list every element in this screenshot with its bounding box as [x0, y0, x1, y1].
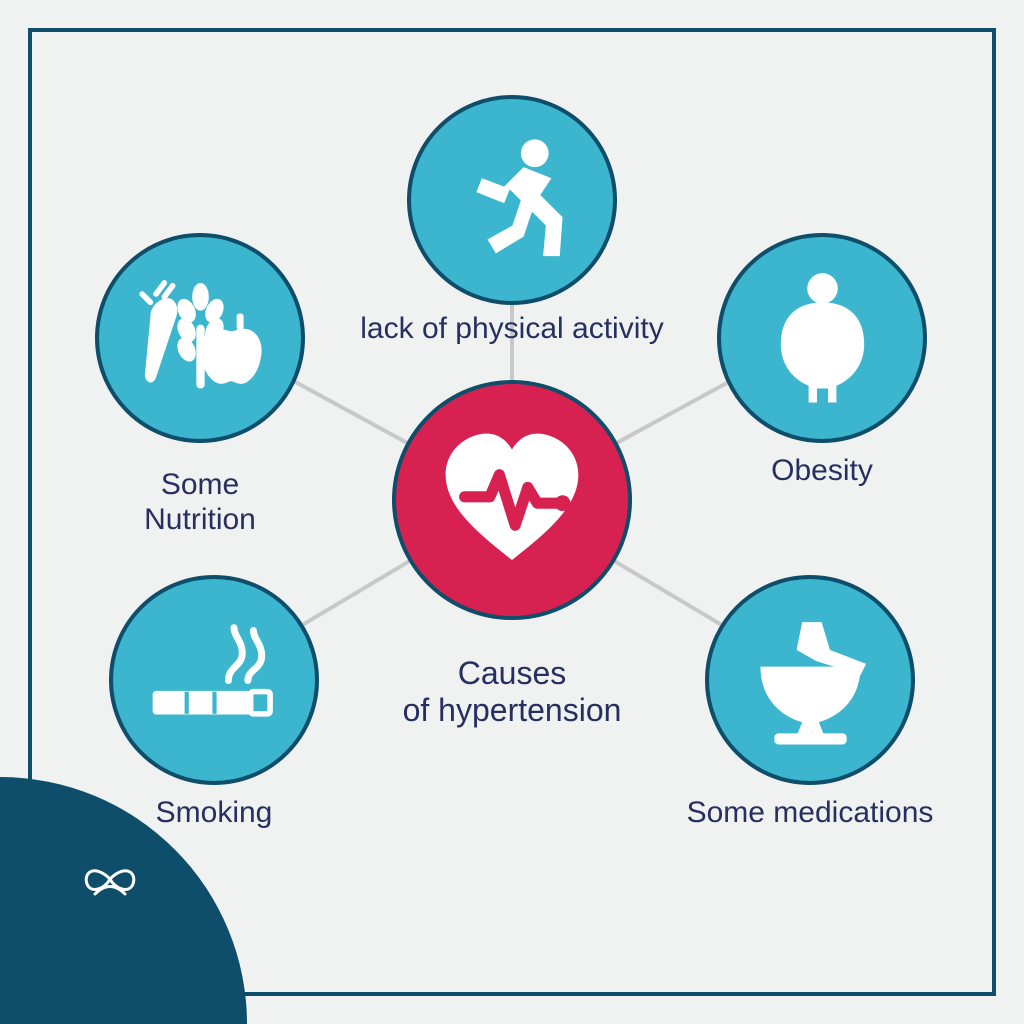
brand-leaf-icon: [75, 854, 145, 904]
cause-node-n-bottomleft: [109, 575, 319, 785]
mortar-icon: [741, 611, 880, 750]
cause-label: lack of physical activity: [312, 312, 712, 347]
cause-label: Obesity: [622, 454, 1022, 489]
center-label: Causes of hypertension: [312, 655, 712, 729]
obesity-icon: [753, 269, 892, 408]
nutrition-icon: [131, 269, 270, 408]
cause-label: Some medications: [610, 796, 1010, 831]
cause-label: Smoking: [14, 796, 414, 831]
cause-node-n-topleft: [95, 233, 305, 443]
cause-node-n-topright: [717, 233, 927, 443]
running-icon: [443, 131, 582, 270]
cause-node-n-top: [407, 95, 617, 305]
infographic-canvas: bimaristan بيمـارستــان lack of physical…: [0, 0, 1024, 1024]
cause-node-n-bottomright: [705, 575, 915, 785]
cause-label: Some Nutrition: [0, 468, 400, 537]
center-node: [392, 380, 632, 620]
smoking-icon: [145, 611, 284, 750]
heart-pulse-icon: [433, 421, 591, 579]
